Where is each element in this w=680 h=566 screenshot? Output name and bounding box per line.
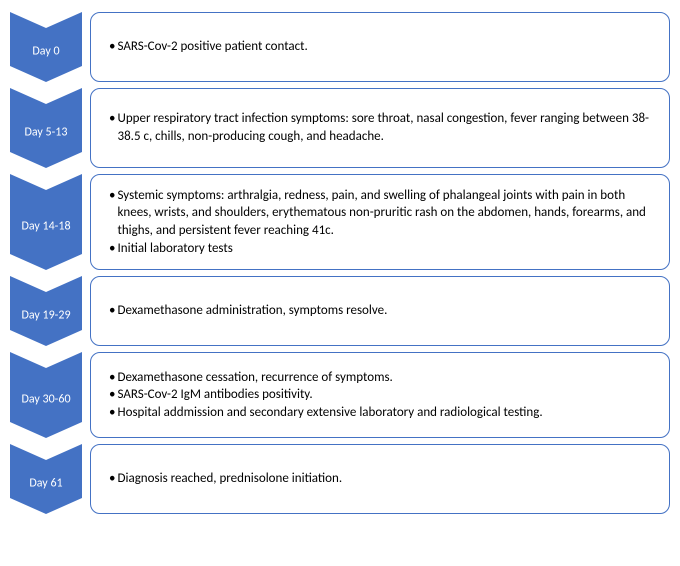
bullet-item: •Diagnosis reached, prednisolone initiat… [109, 470, 655, 488]
step-label: Day 61 [10, 478, 82, 491]
chevron-icon: Day 5-13 [10, 88, 82, 168]
step-label: Day 30-60 [10, 394, 82, 407]
bullet-item: •Dexamethasone cessation, recurrence of … [109, 369, 655, 387]
bullet-item: •Initial laboratory tests [109, 240, 655, 258]
bullet-text: Dexamethasone cessation, recurrence of s… [117, 369, 392, 387]
timeline-step: Day 19-29 •Dexamethasone administration, … [10, 276, 670, 346]
bullet-dot-icon: • [109, 369, 115, 387]
chevron-icon: Day 30-60 [10, 352, 82, 438]
timeline-step: Day 5-13 •Upper respiratory tract infecti… [10, 88, 670, 168]
bullet-item: •SARS-Cov-2 IgM antibodies positivity. [109, 386, 655, 404]
timeline-diagram: Day 0•SARS-Cov-2 positive patient contac… [10, 12, 670, 514]
step-label: Day 19-29 [10, 310, 82, 323]
step-content: •Upper respiratory tract infection sympt… [90, 88, 670, 168]
timeline-step: Day 61 •Diagnosis reached, prednisolone i… [10, 444, 670, 514]
chevron-icon: Day 0 [10, 12, 82, 82]
bullet-text: SARS-Cov-2 IgM antibodies positivity. [117, 386, 312, 404]
step-label: Day 0 [10, 46, 82, 59]
step-content: •SARS-Cov-2 positive patient contact. [90, 12, 670, 82]
step-content: •Dexamethasone administration, symptoms … [90, 276, 670, 346]
step-content: •Diagnosis reached, prednisolone initiat… [90, 444, 670, 514]
bullet-item: •SARS-Cov-2 positive patient contact. [109, 38, 655, 56]
bullet-dot-icon: • [109, 240, 115, 258]
bullet-dot-icon: • [109, 187, 115, 240]
bullet-dot-icon: • [109, 386, 115, 404]
bullet-item: •Systemic symptoms: arthralgia, redness,… [109, 187, 655, 240]
bullet-text: SARS-Cov-2 positive patient contact. [117, 38, 307, 56]
bullet-text: Upper respiratory tract infection sympto… [117, 110, 655, 145]
bullet-text: Dexamethasone administration, symptoms r… [117, 302, 387, 320]
timeline-step: Day 0 •SARS-Cov-2 positive patient contac… [10, 12, 670, 82]
bullet-dot-icon: • [109, 110, 115, 145]
bullet-text: Hospital addmission and secondary extens… [117, 404, 542, 422]
bullet-dot-icon: • [109, 404, 115, 422]
bullet-text: Diagnosis reached, prednisolone initiati… [117, 470, 342, 488]
bullet-dot-icon: • [109, 302, 115, 320]
bullet-item: •Dexamethasone administration, symptoms … [109, 302, 655, 320]
bullet-item: •Hospital addmission and secondary exten… [109, 404, 655, 422]
bullet-text: Initial laboratory tests [117, 240, 232, 258]
timeline-step: Day 30-60 •Dexamethasone cessation, recur… [10, 352, 670, 438]
chevron-icon: Day 61 [10, 444, 82, 514]
step-label: Day 14-18 [10, 221, 82, 234]
step-label: Day 5-13 [10, 127, 82, 140]
step-content: •Systemic symptoms: arthralgia, redness,… [90, 174, 670, 270]
bullet-text: Systemic symptoms: arthralgia, redness, … [117, 187, 655, 240]
timeline-step: Day 14-18 •Systemic symptoms: arthralgia,… [10, 174, 670, 270]
bullet-dot-icon: • [109, 470, 115, 488]
bullet-dot-icon: • [109, 38, 115, 56]
step-content: •Dexamethasone cessation, recurrence of … [90, 352, 670, 438]
chevron-icon: Day 19-29 [10, 276, 82, 346]
chevron-icon: Day 14-18 [10, 174, 82, 270]
bullet-item: •Upper respiratory tract infection sympt… [109, 110, 655, 145]
